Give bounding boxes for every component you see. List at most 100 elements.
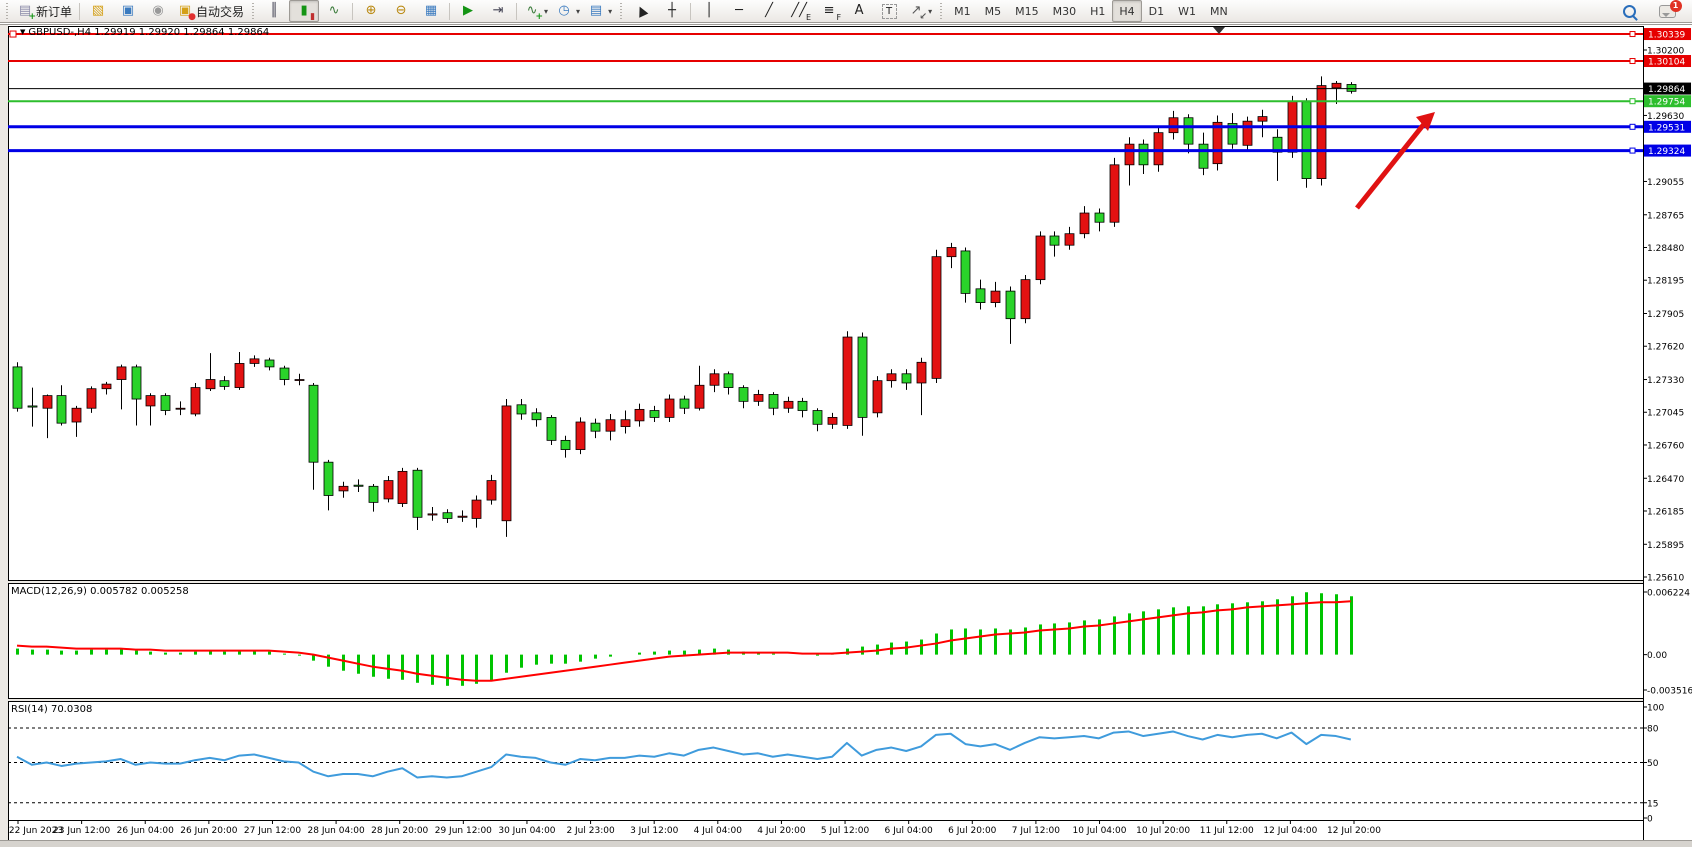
candle bbox=[1079, 212, 1090, 235]
macd-pane bbox=[16, 592, 1353, 686]
crosshair-button[interactable]: ┼ bbox=[657, 0, 687, 22]
new-order-button[interactable]: ▤ + 新订单 bbox=[13, 0, 76, 22]
hline-handle[interactable] bbox=[1629, 58, 1636, 65]
shift-marker[interactable] bbox=[1213, 27, 1225, 34]
candle bbox=[249, 358, 260, 364]
label-icon: T bbox=[881, 3, 897, 19]
text-icon: A bbox=[854, 3, 864, 18]
svg-text:1.27045: 1.27045 bbox=[1647, 409, 1684, 419]
indicators-button[interactable]: ∿ + ▾ bbox=[520, 0, 552, 22]
chat-icon: 1 bbox=[1658, 0, 1682, 18]
fibo-tool-button[interactable]: ≡ F bbox=[814, 0, 844, 22]
timeframe-m30-button[interactable]: M30 bbox=[1052, 4, 1077, 18]
candlestick-chart-button[interactable]: ▮ ▮ bbox=[289, 0, 320, 22]
timeframe-h1-button[interactable]: H1 bbox=[1090, 4, 1106, 18]
svg-text:2 Jul 23:00: 2 Jul 23:00 bbox=[566, 826, 615, 836]
svg-text:10 Jul 04:00: 10 Jul 04:00 bbox=[1073, 826, 1127, 836]
svg-text:3 Jul 12:00: 3 Jul 12:00 bbox=[630, 826, 679, 836]
timeframe-h4-button[interactable]: H4 bbox=[1112, 0, 1142, 22]
candle bbox=[1198, 143, 1209, 169]
macd-axis[interactable]: 0.006224 0.00 -0.003516 bbox=[1643, 589, 1692, 697]
timeframe-m1-button[interactable]: M1 bbox=[954, 4, 971, 18]
chart-title-text: GBPUSD-,H4 1.29919 1.29920 1.29864 1.298… bbox=[28, 27, 270, 38]
hline-handle[interactable] bbox=[1629, 31, 1636, 38]
label-tool-button[interactable]: T bbox=[874, 0, 904, 22]
periods-button[interactable]: ◷ ▾ bbox=[552, 0, 584, 22]
search-icon bbox=[1622, 4, 1636, 18]
candle bbox=[738, 387, 749, 402]
candle bbox=[501, 405, 512, 522]
hline-tool-button[interactable]: ─ bbox=[724, 0, 754, 22]
chat-button[interactable]: 1 bbox=[1652, 0, 1682, 22]
svg-text:4 Jul 04:00: 4 Jul 04:00 bbox=[694, 826, 743, 836]
zoom-in-button[interactable]: ⊕ bbox=[356, 0, 386, 22]
text-tool-button[interactable]: A bbox=[844, 0, 874, 22]
svg-text:23 Jun 12:00: 23 Jun 12:00 bbox=[53, 826, 110, 836]
vline-tool-button[interactable]: │ bbox=[694, 0, 724, 22]
bar-chart-icon: ║ bbox=[270, 3, 278, 18]
arrows-icon: ↗ ↙ bbox=[910, 3, 928, 22]
tile-icon: ▦ bbox=[424, 3, 438, 18]
candle bbox=[946, 247, 957, 258]
chart-shift-icon: ⇥ bbox=[492, 3, 504, 18]
svg-text:1.28195: 1.28195 bbox=[1647, 277, 1684, 287]
candle bbox=[323, 461, 334, 496]
chart-menu-triangle-icon[interactable]: ▼ bbox=[20, 28, 26, 36]
macd-indicator-label: MACD(12,26,9) 0.005782 0.005258 bbox=[11, 586, 189, 597]
candle bbox=[412, 469, 423, 518]
candle bbox=[857, 336, 868, 418]
hline-handle[interactable] bbox=[1629, 98, 1636, 105]
svg-text:1.26470: 1.26470 bbox=[1647, 475, 1684, 485]
annotation-arrow[interactable] bbox=[1355, 112, 1435, 210]
chart-shift-button[interactable]: ⇥ bbox=[483, 0, 513, 22]
svg-text:1.26185: 1.26185 bbox=[1647, 507, 1684, 517]
channel-tool-button[interactable]: ╱╱ E bbox=[784, 0, 814, 22]
hline-handle[interactable] bbox=[1629, 147, 1636, 154]
hline-anchor[interactable] bbox=[9, 30, 17, 38]
timeframe-mn-button[interactable]: MN bbox=[1210, 4, 1228, 18]
candle bbox=[753, 394, 764, 402]
candle bbox=[353, 484, 364, 487]
arrows-tool-button[interactable]: ↗ ↙ ▾ bbox=[904, 0, 936, 22]
candle bbox=[160, 395, 171, 411]
zoom-out-button[interactable]: ⊖ bbox=[386, 0, 416, 22]
autotrading-button[interactable]: ▣ ● 自动交易 bbox=[173, 0, 248, 22]
timeframe-w1-button[interactable]: W1 bbox=[1178, 4, 1196, 18]
candle bbox=[1257, 116, 1268, 122]
signals-button[interactable]: ◉ bbox=[143, 0, 173, 22]
svg-text:26 Jun 20:00: 26 Jun 20:00 bbox=[180, 826, 237, 836]
price-badge bbox=[1644, 82, 1691, 95]
candle bbox=[205, 379, 216, 390]
svg-text:28 Jun 20:00: 28 Jun 20:00 bbox=[371, 826, 428, 836]
auto-scroll-button[interactable]: ▶ bbox=[453, 0, 483, 22]
svg-text:1.29531: 1.29531 bbox=[1648, 123, 1685, 133]
svg-text:15: 15 bbox=[1647, 799, 1658, 809]
tile-windows-button[interactable]: ▦ bbox=[416, 0, 446, 22]
line-chart-button[interactable]: ∿ bbox=[319, 0, 349, 22]
cursor-button[interactable]: ▶ bbox=[627, 0, 657, 22]
price-badge bbox=[1644, 95, 1691, 108]
candle bbox=[679, 398, 690, 409]
search-button[interactable] bbox=[1614, 0, 1644, 22]
price-lines-layer[interactable]: 1.30339 1.30104 1.29864 1.29754 1.29531 1.293… bbox=[8, 28, 1691, 157]
rsi-axis[interactable]: 100 80 50 15 0 bbox=[1643, 704, 1664, 825]
trendline-tool-button[interactable]: ╱ bbox=[754, 0, 784, 22]
svg-text:1.25610: 1.25610 bbox=[1647, 574, 1684, 584]
candle bbox=[1124, 143, 1135, 166]
timeframe-m15-button[interactable]: M15 bbox=[1015, 4, 1039, 18]
timeframe-m5-button[interactable]: M5 bbox=[984, 4, 1002, 18]
profiles-button[interactable]: ▣ bbox=[113, 0, 143, 22]
timeframe-d1-button[interactable]: D1 bbox=[1148, 4, 1165, 18]
templates-button[interactable]: ▤ ▾ bbox=[584, 0, 616, 22]
chart-shift-marker[interactable] bbox=[1213, 27, 1225, 34]
price-axis[interactable]: 1.30200 1.29630 1.29055 1.28765 1.28480 1.281… bbox=[1643, 46, 1684, 584]
candle bbox=[145, 395, 156, 407]
bar-chart-button[interactable]: ║ bbox=[259, 0, 289, 22]
chevron-down-icon: ▾ bbox=[576, 6, 581, 16]
hline-handle[interactable] bbox=[1629, 123, 1636, 130]
candle bbox=[1272, 136, 1283, 153]
new-chart-button[interactable]: ▧ bbox=[83, 0, 113, 22]
candle bbox=[1212, 121, 1223, 165]
